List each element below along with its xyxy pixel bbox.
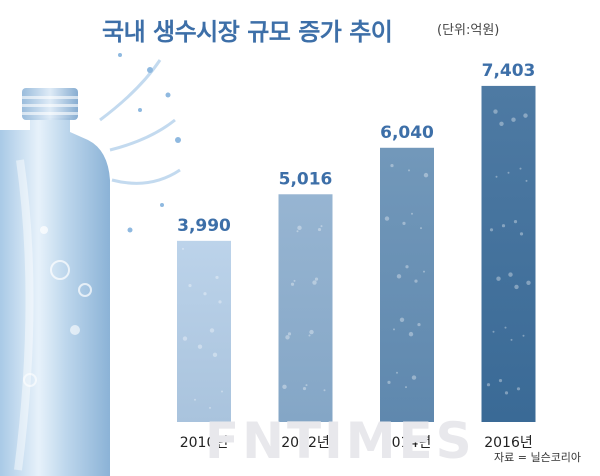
droplet-texture bbox=[402, 221, 406, 225]
x-tick-label: 2010년 bbox=[180, 435, 229, 451]
droplet-texture bbox=[423, 270, 425, 273]
droplet-texture bbox=[182, 247, 184, 250]
droplet-texture bbox=[297, 225, 302, 231]
droplet-texture bbox=[296, 230, 299, 233]
droplet-texture bbox=[312, 280, 317, 285]
droplet-texture bbox=[285, 335, 290, 340]
droplet-texture bbox=[405, 386, 407, 389]
value-labels-group: 3,990 5,016 6,040 7,403 bbox=[177, 61, 535, 236]
bar-2010년 bbox=[177, 240, 231, 422]
droplet-texture bbox=[411, 212, 413, 215]
value-label: 5,016 bbox=[279, 169, 333, 189]
droplet-texture bbox=[396, 371, 398, 374]
droplet-texture bbox=[317, 227, 322, 232]
droplet-texture bbox=[417, 322, 421, 327]
droplet-texture bbox=[305, 384, 308, 387]
value-label: 3,990 bbox=[177, 216, 231, 236]
droplet-texture bbox=[511, 117, 516, 122]
value-label: 7,403 bbox=[482, 61, 536, 81]
unit-label: (단위:억원) bbox=[437, 23, 500, 38]
droplet-texture bbox=[405, 265, 409, 269]
droplet-texture bbox=[486, 383, 491, 387]
droplet-texture bbox=[423, 172, 429, 178]
droplet-texture bbox=[308, 334, 311, 337]
chart-title: 국내 생수시장 규모 증가 추이 bbox=[102, 18, 393, 46]
droplet-texture bbox=[203, 292, 207, 296]
droplet-texture bbox=[323, 389, 326, 392]
droplet-texture bbox=[507, 171, 510, 174]
droplet-texture bbox=[420, 227, 422, 230]
droplet-texture bbox=[519, 232, 524, 236]
droplet-texture bbox=[282, 384, 287, 390]
droplet-texture bbox=[396, 274, 402, 279]
bar-2016년 bbox=[481, 85, 536, 422]
droplet-texture bbox=[514, 284, 519, 290]
droplet-texture bbox=[492, 330, 495, 333]
droplet-texture bbox=[504, 326, 507, 329]
droplet-texture bbox=[212, 352, 218, 358]
droplet-texture bbox=[209, 406, 211, 409]
droplet-texture bbox=[519, 167, 522, 170]
droplet-texture bbox=[302, 386, 307, 391]
droplet-texture bbox=[496, 276, 501, 281]
droplet-texture bbox=[525, 179, 528, 182]
droplet-texture bbox=[188, 283, 192, 288]
x-tick-label: 2016년 bbox=[484, 435, 533, 451]
droplet-texture bbox=[489, 228, 494, 232]
droplet-texture bbox=[320, 225, 323, 228]
droplet-texture bbox=[218, 300, 222, 304]
droplet-texture bbox=[414, 279, 418, 283]
droplet-texture bbox=[498, 379, 503, 383]
droplet-texture bbox=[194, 398, 196, 401]
droplet-texture bbox=[215, 275, 219, 280]
water-bottle-illustration bbox=[0, 53, 181, 476]
droplet-texture bbox=[501, 224, 506, 228]
value-label: 6,040 bbox=[380, 123, 434, 143]
droplet-texture bbox=[495, 175, 498, 178]
droplet-texture bbox=[526, 280, 531, 286]
droplet-texture bbox=[493, 109, 498, 114]
droplet-texture bbox=[287, 332, 292, 336]
droplet-texture bbox=[522, 334, 525, 337]
droplet-texture bbox=[209, 328, 215, 333]
droplet-texture bbox=[221, 390, 223, 393]
droplet-texture bbox=[182, 336, 188, 341]
droplet-texture bbox=[411, 375, 417, 380]
bar-2012년 bbox=[278, 194, 333, 422]
droplet-texture bbox=[197, 344, 203, 349]
droplet-texture bbox=[393, 328, 395, 331]
droplet-texture bbox=[510, 338, 513, 341]
bars-group bbox=[177, 85, 536, 422]
droplet-texture bbox=[508, 272, 513, 277]
droplet-texture bbox=[523, 113, 528, 118]
droplet-texture bbox=[290, 282, 295, 286]
droplet-texture bbox=[408, 331, 414, 337]
droplet-texture bbox=[408, 169, 410, 172]
droplet-texture bbox=[390, 163, 394, 168]
bar-2014년 bbox=[380, 147, 434, 422]
x-tick-labels-group: 2010년 2012년 2014년 2016년 bbox=[180, 435, 533, 451]
droplet-texture bbox=[499, 121, 504, 127]
droplet-texture bbox=[516, 387, 521, 391]
x-tick-label: 2014년 bbox=[383, 435, 432, 451]
droplet-texture bbox=[293, 279, 296, 282]
droplet-texture bbox=[399, 317, 405, 322]
droplet-texture bbox=[384, 216, 390, 221]
droplet-texture bbox=[309, 329, 314, 335]
source-note: 자료 = 닐슨코리아 bbox=[494, 451, 582, 464]
droplet-texture bbox=[504, 391, 509, 395]
droplet-texture bbox=[513, 220, 518, 224]
droplet-texture bbox=[387, 380, 391, 384]
watermark-logo: FNTIMES bbox=[205, 412, 475, 470]
droplet-texture bbox=[314, 277, 319, 281]
x-tick-label: 2012년 bbox=[281, 435, 330, 451]
